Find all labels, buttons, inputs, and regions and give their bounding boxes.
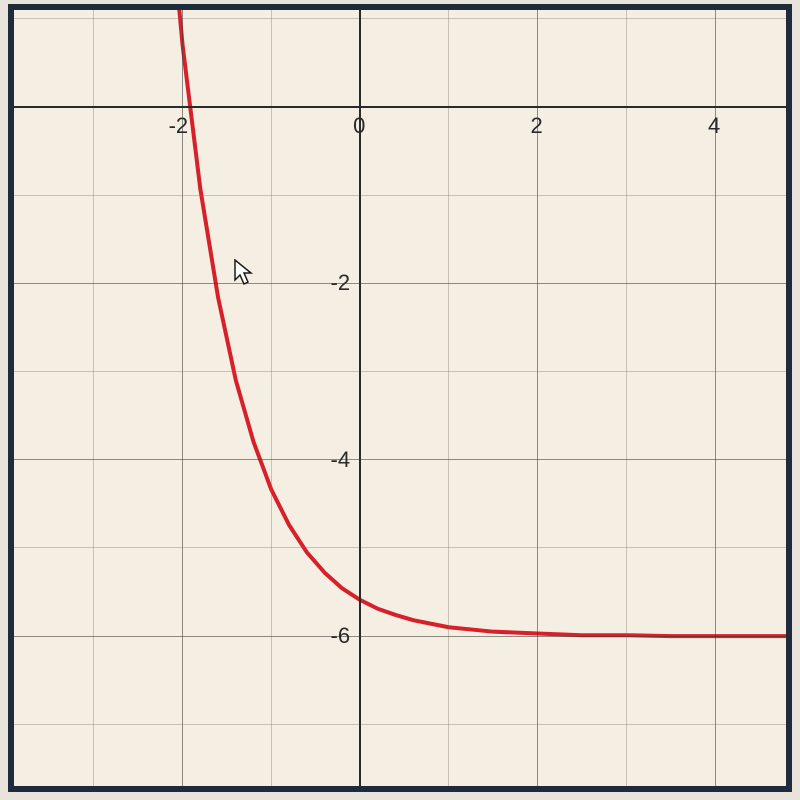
x-tick-label: -2 [169, 113, 189, 139]
grid-major-h [14, 283, 786, 284]
x-tick-label: 4 [708, 113, 720, 139]
grid-minor-v [93, 10, 94, 786]
grid-minor-h [14, 18, 786, 19]
grid-minor-h [14, 547, 786, 548]
y-tick-label: -2 [331, 270, 351, 296]
grid-major-h [14, 459, 786, 460]
grid-minor-v [271, 10, 272, 786]
y-tick-label: -4 [331, 447, 351, 473]
x-axis [14, 106, 786, 108]
function-curve [14, 10, 786, 786]
x-tick-label: 2 [531, 113, 543, 139]
grid-minor-v [626, 10, 627, 786]
grid-minor-v [448, 10, 449, 786]
x-tick-label: 0 [353, 113, 365, 139]
plot-area: -2 0 2 4 -2 -4 -6 [14, 10, 786, 786]
grid-minor-h [14, 371, 786, 372]
grid-minor-h [14, 195, 786, 196]
grid-minor-h [14, 724, 786, 725]
y-tick-label: -6 [331, 623, 351, 649]
grid-major-h [14, 636, 786, 637]
